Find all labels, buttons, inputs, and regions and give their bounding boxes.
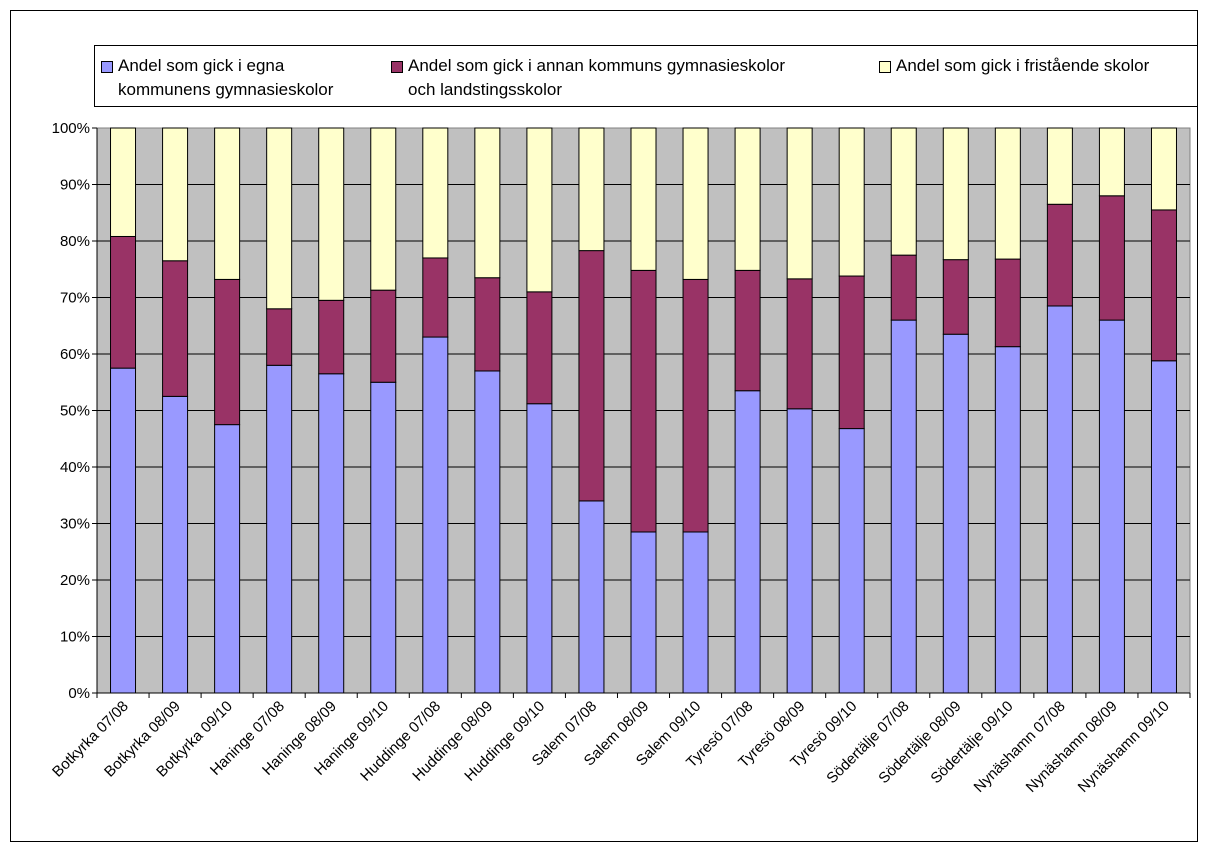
y-tick-label: 40% (60, 459, 90, 476)
bar-segment-series-1 (162, 395, 189, 694)
bar-segment-series-3 (162, 127, 189, 262)
bar-segment-series-3 (942, 127, 969, 261)
y-tick-labels: 0% 10% 20% 30% 40% 50% 60% 70% 80% 90% 100% (52, 120, 90, 702)
legend-item-own-municipality: Andel som gick i egna kommunens gymnasie… (101, 54, 333, 102)
y-tick-label: 0% (68, 685, 90, 702)
bar-segment-series-1 (214, 424, 241, 694)
bar-segment-series-2 (838, 275, 865, 430)
legend-swatch-other-municipality (391, 61, 403, 73)
bar-segment-series-1 (370, 381, 397, 694)
y-tick-label: 50% (60, 403, 90, 420)
bar-segment-series-1 (682, 531, 709, 694)
bar-segment-series-3 (1150, 127, 1177, 211)
bar-segment-series-1 (578, 500, 605, 694)
bar-segment-series-3 (422, 127, 449, 259)
bar-segment-series-2 (1098, 195, 1125, 321)
bar-segment-series-2 (370, 289, 397, 383)
bar-segment-series-3 (734, 127, 761, 271)
bar-segment-series-3 (318, 127, 345, 301)
bar-segment-series-2 (422, 257, 449, 338)
bar-segment-series-2 (1150, 209, 1177, 362)
legend-swatch-independent-schools (879, 61, 891, 73)
bar-segment-series-1 (318, 373, 345, 694)
bar-segment-series-3 (474, 127, 501, 279)
bar-segment-series-3 (578, 127, 605, 252)
y-tick-label: 60% (60, 346, 90, 363)
bar-segment-series-2 (1046, 203, 1073, 307)
bar-segment-series-3 (890, 127, 917, 256)
legend: Andel som gick i egna kommunens gymnasie… (94, 45, 1198, 107)
bar-segment-series-2 (734, 269, 761, 392)
y-tick-label: 80% (60, 233, 90, 250)
bar-segment-series-3 (526, 127, 553, 293)
bar-segment-series-3 (266, 127, 293, 310)
x-tick-label: Nynäshamn 08/09 (1023, 698, 1121, 796)
bar-segment-series-2 (890, 254, 917, 321)
bar-segment-series-2 (994, 258, 1021, 348)
bar-segment-series-1 (1098, 319, 1125, 694)
bar-segment-series-3 (110, 127, 137, 237)
bar-segment-series-3 (1098, 127, 1125, 197)
bar-segment-series-1 (786, 408, 813, 694)
legend-label-own-municipality: Andel som gick i egna kommunens gymnasie… (118, 56, 334, 99)
bar-segment-series-2 (110, 235, 137, 369)
bar-segment-series-1 (942, 333, 969, 694)
bar-segment-series-3 (1046, 127, 1073, 205)
legend-label-independent-schools: Andel som gick i fristående skolor (896, 56, 1150, 75)
bar-segment-series-3 (682, 127, 709, 280)
legend-swatch-own-municipality (101, 61, 113, 73)
y-tick-label: 10% (60, 629, 90, 646)
bar-segment-series-3 (630, 127, 657, 271)
x-tick-label: Nynäshamn 07/08 (971, 698, 1069, 796)
bar-segment-series-1 (630, 531, 657, 694)
bar-segment-series-1 (838, 428, 865, 694)
bars (110, 127, 1177, 694)
bar-segment-series-2 (318, 299, 345, 375)
bar-segment-series-2 (162, 260, 189, 397)
bar-segment-series-3 (214, 127, 241, 280)
x-tick-label: Nynäshamn 09/10 (1075, 698, 1173, 796)
legend-item-independent-schools: Andel som gick i fristående skolor (879, 54, 1149, 78)
bar-segment-series-2 (786, 278, 813, 410)
bar-segment-series-2 (474, 277, 501, 372)
y-tick-label: 90% (60, 177, 90, 194)
bar-segment-series-3 (838, 127, 865, 277)
bar-segment-series-2 (682, 278, 709, 533)
bar-segment-series-1 (474, 370, 501, 694)
bar-segment-series-2 (526, 291, 553, 405)
bar-segment-series-2 (942, 259, 969, 335)
bar-segment-series-1 (110, 367, 137, 694)
bar-segment-series-2 (214, 278, 241, 426)
axes (92, 127, 1191, 698)
y-tick-label: 30% (60, 516, 90, 533)
bar-segment-series-1 (1150, 360, 1177, 694)
bar-segment-series-3 (994, 127, 1021, 260)
y-tick-label: 20% (60, 572, 90, 589)
bar-segment-series-1 (422, 336, 449, 694)
bar-segment-series-1 (734, 390, 761, 694)
legend-label-other-municipality: Andel som gick i annan kommuns gymnasies… (408, 56, 786, 99)
y-tick-label: 70% (60, 290, 90, 307)
bar-segment-series-3 (370, 127, 397, 291)
bar-segment-series-1 (1046, 305, 1073, 694)
y-tick-label: 100% (52, 120, 90, 137)
bar-segment-series-1 (526, 403, 553, 694)
legend-item-other-municipality: Andel som gick i annan kommuns gymnasies… (391, 54, 785, 102)
bar-segment-series-2 (630, 269, 657, 533)
bar-segment-series-1 (994, 346, 1021, 694)
bar-segment-series-1 (890, 319, 917, 694)
bar-segment-series-1 (266, 364, 293, 694)
bar-segment-series-3 (786, 127, 813, 280)
bar-segment-series-2 (266, 308, 293, 366)
bar-segment-series-2 (578, 250, 605, 502)
